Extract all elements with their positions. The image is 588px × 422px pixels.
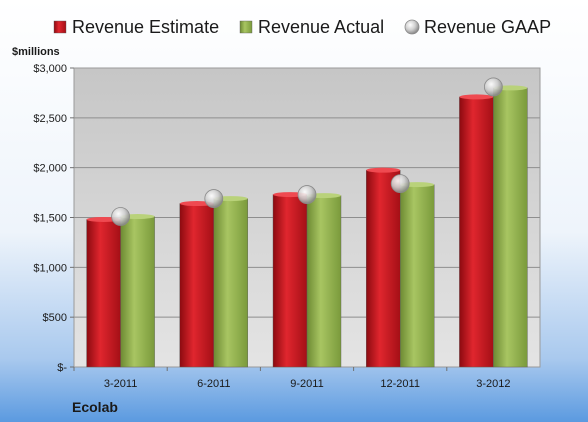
legend-swatch	[404, 19, 420, 35]
y-tick-label: $2,000	[33, 163, 67, 175]
marker-revenue-gaap	[483, 77, 503, 97]
marker-revenue-gaap	[204, 189, 224, 208]
y-axis-ticks: $- $500 $1,000 $1,500 $2,000 $2,500 $3,000	[33, 63, 67, 374]
bar-revenue-actual	[213, 198, 249, 368]
y-axis-label: $millions	[12, 46, 60, 58]
bar-revenue-estimate	[272, 194, 308, 368]
x-tick-label: 6-2011	[197, 378, 230, 390]
bar-revenue-actual	[306, 195, 342, 368]
marker-revenue-gaap	[111, 207, 130, 226]
x-tick-label: 12-2011	[380, 378, 420, 390]
footer-company-label: Ecolab	[72, 399, 118, 415]
y-tick-label: $500	[43, 312, 67, 324]
x-tick-label: 3-2011	[104, 378, 137, 390]
y-tick-label: $1,000	[33, 262, 67, 274]
legend-swatch	[239, 20, 253, 34]
y-tick-label: $2,500	[33, 113, 67, 125]
bar-revenue-actual	[400, 184, 435, 368]
bars	[86, 85, 528, 368]
marker-revenue-gaap	[390, 174, 410, 194]
bar-top-cap	[459, 94, 494, 100]
bar-revenue-estimate	[459, 96, 494, 368]
bar-revenue-actual	[493, 87, 528, 368]
y-tick-label: $-	[57, 362, 67, 374]
bar-top-cap	[366, 167, 401, 173]
marker-revenue-gaap	[297, 185, 317, 204]
y-tick-label: $3,000	[33, 63, 67, 75]
x-axis-ticks: 3-2011 6-2011 9-2011 12-2011 3-2012	[73, 367, 511, 390]
bar-revenue-actual	[120, 216, 155, 368]
legend-swatch	[53, 20, 67, 34]
x-tick-label: 3-2012	[476, 378, 510, 390]
legend-label: Revenue Actual	[258, 17, 384, 37]
bar-revenue-estimate	[366, 169, 401, 368]
legend-label: Revenue Estimate	[72, 17, 219, 37]
bar-revenue-estimate	[179, 203, 215, 368]
bar-revenue-estimate	[86, 219, 121, 368]
x-tick-label: 9-2011	[290, 378, 323, 390]
legend: Revenue Estimate Revenue Actual Revenue GA…	[53, 17, 551, 37]
y-tick-label: $1,500	[33, 213, 67, 225]
legend-label: Revenue GAAP	[424, 17, 551, 37]
gaap-markers	[111, 77, 503, 226]
